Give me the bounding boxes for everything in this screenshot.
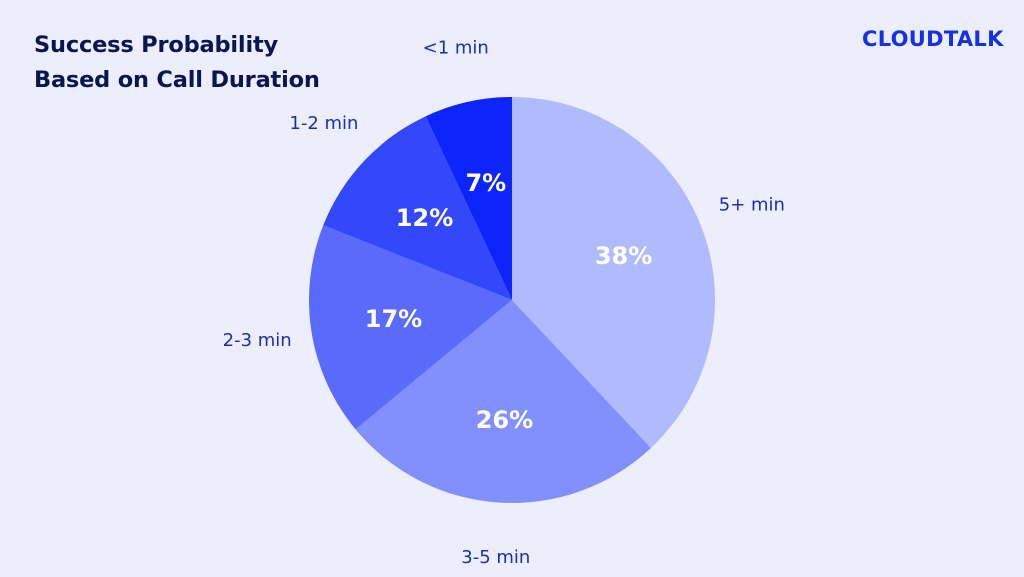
slice-category-label: 1-2 min bbox=[289, 113, 358, 134]
pie-slice-3-5-min bbox=[355, 300, 651, 504]
slice-value-label: 38% bbox=[595, 242, 652, 270]
chart-title-line-1: Success Probability bbox=[34, 32, 278, 58]
chart-title: Success Probability Based on Call Durati… bbox=[34, 28, 320, 98]
slice-category-label: 2-3 min bbox=[223, 330, 292, 351]
pie-slice-1-min bbox=[425, 97, 512, 300]
slice-category-label: 5+ min bbox=[719, 195, 785, 216]
pie-slice-2-3-min bbox=[309, 225, 512, 430]
pie-slices bbox=[309, 97, 715, 504]
pie-labels: 38% 5+ min 26% 3-5 min 17% 2-3 min 12% 1-2 min 7… bbox=[223, 38, 785, 568]
slice-value-label: 26% bbox=[476, 406, 533, 434]
pie-slice-1-2-min bbox=[323, 116, 512, 301]
cloudtalk-logo: CLOUDTALK bbox=[862, 27, 1004, 51]
slice-category-label: <1 min bbox=[423, 38, 489, 59]
pie-slice-5-min bbox=[512, 97, 715, 448]
slice-value-label: 17% bbox=[365, 305, 422, 333]
slice-value-label: 7% bbox=[465, 169, 506, 197]
chart-title-line-2: Based on Call Duration bbox=[34, 67, 320, 93]
slice-value-label: 12% bbox=[396, 204, 453, 232]
slice-category-label: 3-5 min bbox=[461, 547, 530, 568]
